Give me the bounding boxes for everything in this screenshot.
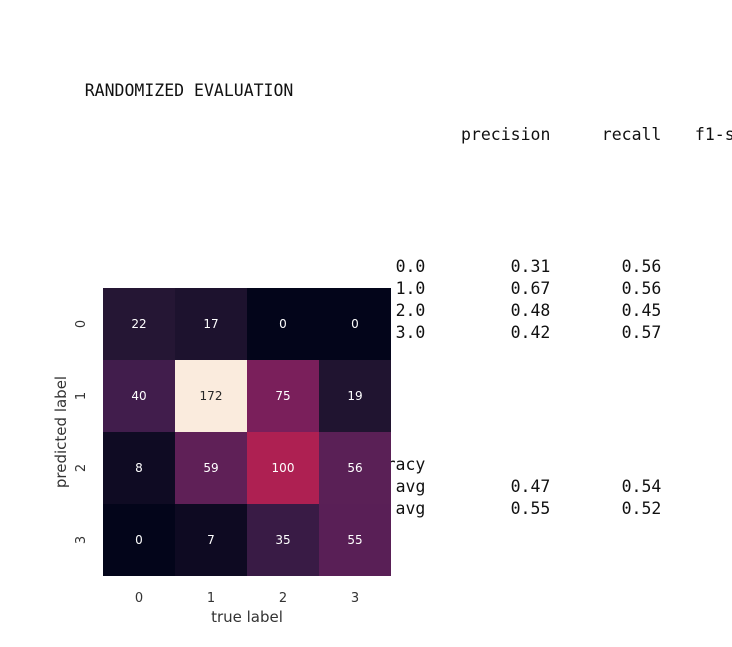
x-axis-label: true label — [211, 608, 283, 626]
heatmap-cell — [175, 288, 247, 360]
heatmap-cell — [175, 432, 247, 504]
heatmap-cell-label: 172 — [200, 389, 223, 403]
class-recall: 0.57 — [621, 323, 662, 342]
class-label: 2.0 — [395, 301, 426, 320]
y-axis-label: predicted label — [52, 376, 70, 488]
heatmap-cell — [247, 504, 319, 576]
header-precision: precision — [460, 125, 551, 144]
heatmap-cell-label: 0 — [135, 533, 143, 547]
header-recall: recall — [601, 125, 662, 144]
x-tick-label: 0 — [135, 591, 143, 606]
class-precision: 0.31 — [510, 257, 551, 276]
heatmap-cell — [247, 360, 319, 432]
report-header-row: precision recall f1-score support — [45, 124, 732, 146]
heatmap-cell — [319, 360, 391, 432]
class-label: 3.0 — [395, 323, 426, 342]
heatmap-cell — [175, 504, 247, 576]
class-label: 1.0 — [395, 279, 426, 298]
heatmap-cell-label: 0 — [279, 317, 287, 331]
class-recall: 0.56 — [621, 279, 662, 298]
heatmap-cell — [319, 504, 391, 576]
heatmap-cell — [247, 288, 319, 360]
summary-precision: 0.47 — [510, 477, 551, 496]
summary-precision: 0.55 — [510, 499, 551, 518]
class-precision: 0.48 — [510, 301, 551, 320]
y-tick-label: 1 — [74, 392, 89, 400]
heatmap-cell — [103, 504, 175, 576]
heatmap-cell-label: 35 — [275, 533, 290, 547]
heatmap-cell-label: 40 — [131, 389, 146, 403]
heatmap-cell-label: 59 — [203, 461, 218, 475]
heatmap-cell — [175, 360, 247, 432]
class-precision: 0.42 — [510, 323, 551, 342]
x-tick-label: 2 — [279, 591, 287, 606]
header-f1-score: f1-score — [694, 125, 732, 144]
heatmap-cell — [319, 432, 391, 504]
y-tick-label: 0 — [74, 320, 89, 328]
heatmap-cell-label: 75 — [275, 389, 290, 403]
heatmap-cell-label: 100 — [272, 461, 295, 475]
heatmap-cell-label: 8 — [135, 461, 143, 475]
heatmap-cell-label: 22 — [131, 317, 146, 331]
class-label: 0.0 — [395, 257, 426, 276]
heatmap-cell — [247, 432, 319, 504]
class-recall: 0.56 — [621, 257, 662, 276]
class-recall: 0.45 — [621, 301, 662, 320]
heatmap-cell — [103, 432, 175, 504]
summary-recall: 0.52 — [621, 499, 662, 518]
heatmap-cell-label: 7 — [207, 533, 215, 547]
class-row: 2.00.480.450.46223 — [45, 300, 662, 322]
heatmap-cell — [319, 288, 391, 360]
y-tick-label: 2 — [74, 464, 89, 472]
class-row: 0.00.310.560.4039 — [45, 256, 662, 278]
heatmap-cell — [103, 288, 175, 360]
class-precision: 0.67 — [510, 279, 551, 298]
heatmap-cell-label: 19 — [347, 389, 362, 403]
summary-recall: 0.54 — [621, 477, 662, 496]
x-tick-label: 1 — [207, 591, 215, 606]
y-tick-label: 3 — [74, 536, 89, 544]
heatmap-cell-label: 56 — [347, 461, 362, 475]
heatmap-cell-label: 55 — [347, 533, 362, 547]
heatmap-cell-label: 17 — [203, 317, 218, 331]
heatmap-cell-label: 0 — [351, 317, 359, 331]
class-row: 1.00.670.560.61306 — [45, 278, 662, 300]
class-row: 3.00.420.570.4897 — [45, 322, 662, 344]
report-title-row: RANDOMIZED EVALUATION — [45, 58, 294, 100]
x-tick-label: 3 — [351, 591, 359, 606]
report-title: RANDOMIZED EVALUATION — [84, 81, 294, 100]
heatmap-cell — [103, 360, 175, 432]
